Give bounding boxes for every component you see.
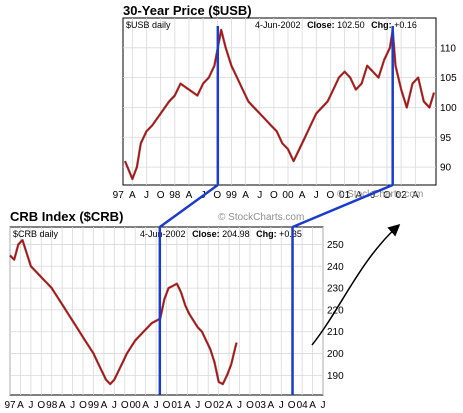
usb-x-tick-label: A bbox=[129, 190, 136, 201]
svg-text:4-Jun-2002 Close:: 4-Jun-2002 Close: 102.50 Chg: +0.16 bbox=[255, 20, 417, 30]
crb-x-tick-label: 01 bbox=[171, 400, 183, 411]
marker-connector-0 bbox=[159, 183, 219, 229]
crb-x-tick-label: J bbox=[112, 400, 117, 411]
usb-watermark: © StockCharts.com bbox=[337, 189, 423, 200]
crb-x-tick-label: J bbox=[28, 400, 33, 411]
usb-x-tick-label: O bbox=[213, 190, 221, 201]
usb-x-tick-label: J bbox=[257, 190, 262, 201]
crb-info-line: 4-Jun-2002 Close: 204.98 Chg: +0.35 bbox=[140, 229, 302, 239]
crb-x-tick-label: J bbox=[195, 400, 200, 411]
crb-x-axis: 97 A J O 98 A J O 99 A J O 00 A J O 01 A J O 02 A J O 03 A J O 04 A J bbox=[4, 400, 325, 411]
crb-x-tick-label: 00 bbox=[130, 400, 142, 411]
crb-x-tick-label: A bbox=[101, 400, 108, 411]
usb-gridlines bbox=[123, 18, 436, 185]
marker-connector-1 bbox=[292, 183, 394, 229]
usb-close-label: Close: bbox=[307, 20, 335, 30]
usb-info-line: 4-Jun-2002 Close: 102.50 Chg: +0.16 bbox=[255, 20, 417, 30]
crb-x-tick-label: A bbox=[142, 400, 149, 411]
crb-x-tick-label: 02 bbox=[213, 400, 225, 411]
usb-x-tick-label: 99 bbox=[226, 190, 238, 201]
usb-series bbox=[123, 28, 436, 181]
crb-x-tick-label: A bbox=[226, 400, 233, 411]
crb-x-tick-label: O bbox=[37, 400, 45, 411]
crb-y-tick-label: 250 bbox=[327, 240, 344, 251]
crb-x-tick-label: J bbox=[70, 400, 75, 411]
crb-x-tick-label: J bbox=[321, 400, 326, 411]
usb-date: 4-Jun-2002 bbox=[255, 20, 301, 30]
crb-watermark: © StockCharts.com bbox=[218, 212, 304, 223]
usb-x-tick-label: J bbox=[144, 190, 149, 201]
usb-y-axis: 90 95 100 105 110 bbox=[440, 43, 457, 173]
crb-inner-label: $CRB daily bbox=[13, 229, 59, 239]
crb-x-tick-label: A bbox=[309, 400, 316, 411]
crb-y-tick-label: 210 bbox=[327, 327, 344, 338]
usb-x-tick-label: A bbox=[299, 190, 306, 201]
usb-x-tick-label: A bbox=[412, 190, 419, 201]
crb-x-tick-label: J bbox=[154, 400, 159, 411]
crb-x-tick-label: O bbox=[79, 400, 87, 411]
crb-chart: CRB Index ($CRB) © StockCharts.com $CRB … bbox=[4, 209, 344, 411]
usb-x-tick-label: A bbox=[355, 190, 362, 201]
crb-x-tick-label: O bbox=[204, 400, 212, 411]
usb-series-line-0 bbox=[124, 29, 435, 180]
crb-chg-label: Chg: bbox=[256, 229, 277, 239]
crb-series bbox=[9, 238, 238, 386]
crb-y-tick-label: 200 bbox=[327, 349, 344, 360]
crb-x-tick-label: 04 bbox=[297, 400, 309, 411]
usb-chg-label: Chg: bbox=[371, 20, 392, 30]
crb-close-value: 204.98 bbox=[222, 229, 250, 239]
crb-y-tick-label: 230 bbox=[327, 284, 344, 295]
usb-chart-title: 30-Year Price ($USB) bbox=[123, 3, 252, 18]
crb-x-tick-label: 99 bbox=[88, 400, 100, 411]
crb-chg-value: +0.35 bbox=[279, 229, 302, 239]
usb-inner-label: $USB daily bbox=[126, 20, 171, 30]
usb-y-tick-label: 100 bbox=[440, 103, 457, 114]
crb-chart-title: CRB Index ($CRB) bbox=[10, 209, 123, 224]
crb-x-tick-label: J bbox=[279, 400, 284, 411]
usb-x-tick-label: A bbox=[186, 190, 193, 201]
usb-y-tick-label: 110 bbox=[440, 43, 456, 54]
usb-chg-value: +0.16 bbox=[394, 20, 417, 30]
usb-x-tick-label: 01 bbox=[339, 190, 351, 201]
crb-x-tick-label: O bbox=[121, 400, 129, 411]
usb-y-tick-label: 105 bbox=[440, 73, 457, 84]
usb-x-tick-label: O bbox=[157, 190, 165, 201]
crb-y-tick-label: 190 bbox=[327, 371, 344, 382]
crb-x-tick-label: 03 bbox=[255, 400, 267, 411]
usb-x-tick-label: O bbox=[383, 190, 391, 201]
usb-x-tick-label: 97 bbox=[113, 190, 125, 201]
crb-close-label: Close: bbox=[192, 229, 220, 239]
usb-x-tick-label: O bbox=[270, 190, 278, 201]
crb-x-tick-label: 97 bbox=[4, 400, 16, 411]
usb-y-tick-label: 90 bbox=[440, 163, 452, 174]
usb-x-tick-label: J bbox=[314, 190, 319, 201]
crb-x-tick-label: A bbox=[59, 400, 66, 411]
usb-chart: 30-Year Price ($USB) $USB daily 4-Jun-20… bbox=[113, 3, 457, 201]
crb-x-tick-label: J bbox=[237, 400, 242, 411]
usb-x-tick-label: O bbox=[327, 190, 335, 201]
svg-text:4-Jun-2002 Close:: 4-Jun-2002 Close: 204.98 Chg: +0.35 bbox=[140, 229, 302, 239]
crb-date: 4-Jun-2002 bbox=[140, 229, 186, 239]
crb-y-tick-label: 240 bbox=[327, 262, 344, 273]
crb-x-tick-label: O bbox=[288, 400, 296, 411]
usb-x-tick-label: A bbox=[242, 190, 249, 201]
usb-x-tick-label: 02 bbox=[396, 190, 408, 201]
annotation-arrow bbox=[311, 223, 401, 346]
crb-series-line-0 bbox=[9, 239, 238, 385]
vertical-markers bbox=[158, 26, 394, 395]
usb-close-value: 102.50 bbox=[337, 20, 365, 30]
crb-x-tick-label: A bbox=[267, 400, 274, 411]
crb-x-tick-label: A bbox=[17, 400, 24, 411]
usb-x-tick-label: J bbox=[370, 190, 375, 201]
crb-x-tick-label: 98 bbox=[46, 400, 58, 411]
usb-x-tick-label: 98 bbox=[169, 190, 181, 201]
crb-x-tick-label: A bbox=[184, 400, 191, 411]
usb-x-tick-label: 00 bbox=[282, 190, 294, 201]
usb-y-tick-label: 95 bbox=[440, 133, 452, 144]
crb-x-tick-label: O bbox=[246, 400, 254, 411]
crb-x-tick-label: O bbox=[163, 400, 171, 411]
